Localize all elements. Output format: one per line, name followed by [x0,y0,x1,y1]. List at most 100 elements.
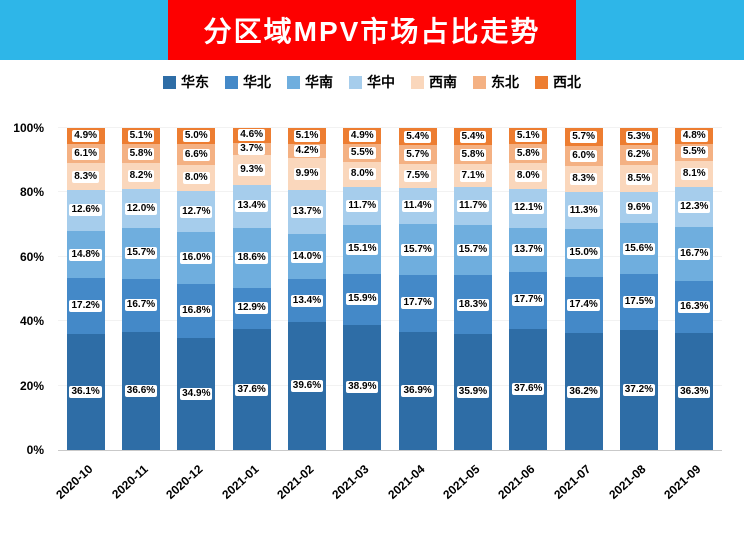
x-axis-label: 2021-03 [329,462,372,502]
segment-data-label: 17.2% [69,300,102,313]
segment-data-label: 12.7% [180,205,213,218]
segment-西北: 4.9% [66,128,105,144]
stacked-bar: 34.9% 16.8% 16.0% 12.7% 8.0% 6.6% 5.0% [177,128,216,450]
segment-data-label: 15.9% [346,293,379,306]
segment-华东: 37.6% [509,328,548,450]
x-axis-label: 2020-12 [163,462,206,502]
segment-华北: 16.8% [177,283,216,338]
legend-swatch-icon [163,75,176,89]
segment-华北: 12.9% [232,287,271,330]
stacked-bar: 39.6% 13.4% 14.0% 13.7% 9.9% 4.2% 5.1% [287,128,326,450]
segment-西南: 7.1% [453,164,492,188]
segment-华中: 12.3% [675,187,714,227]
segment-东北: 6.6% [177,144,216,166]
gridline [58,191,722,193]
segment-东北: 5.8% [121,144,160,164]
segment-data-label: 8.0% [182,172,210,185]
segment-华中: 9.6% [619,192,658,224]
legend-label: 东北 [491,74,519,90]
segment-data-label: 13.4% [290,294,324,307]
bar-column-2020-11: 36.6% 16.7% 15.7% 12.0% 8.2% 5.8% 5.1% 2020-11 [109,128,168,501]
segment-data-label: 12.1% [512,202,545,215]
segment-华南: 14.0% [287,234,326,280]
segment-data-label: 4.6% [238,129,266,142]
segment-data-label: 8.0% [514,170,542,183]
segment-西北: 5.4% [398,128,437,146]
segment-西南: 8.3% [564,165,603,193]
segment-华中: 11.4% [398,187,437,225]
segment-华北: 17.7% [509,271,548,329]
legend-item-西北: 西北 [535,72,581,92]
segment-data-label: 36.6% [124,385,158,398]
header-banner: 分区域MPV市场占比走势 [0,0,744,60]
segment-data-label: 5.7% [570,131,597,144]
segment-data-label: 16.0% [180,251,213,264]
segment-data-label: 13.4% [235,200,268,213]
segment-data-label: 14.8% [69,248,102,261]
segment-data-label: 5.4% [404,130,432,143]
segment-西北: 5.0% [177,128,216,145]
segment-data-label: 15.1% [346,243,379,256]
segment-华北: 18.3% [453,275,492,335]
stacked-bar: 35.9% 18.3% 15.7% 11.7% 7.1% 5.8% 5.4% [453,128,492,450]
x-axis-label: 2021-05 [440,462,483,502]
plot-area: 36.1% 17.2% 14.8% 12.6% 8.3% 6.1% 4.9% 2020-10 3… [53,127,722,502]
x-axis-label: 2021-02 [274,462,317,502]
segment-data-label: 34.9% [180,387,213,400]
segment-华东: 37.6% [232,329,271,450]
segment-data-label: 5.1% [514,130,542,143]
segment-西北: 4.9% [343,128,382,144]
y-tick-label: 0% [26,443,44,457]
segment-data-label: 37.2% [622,384,656,397]
segment-西南: 8.2% [121,163,160,190]
segment-华北: 15.9% [343,273,382,325]
segment-data-label: 15.6% [622,242,656,255]
segment-data-label: 6.0% [570,150,597,163]
segment-data-label: 13.7% [290,205,324,218]
header-right-strip [576,0,744,60]
stacked-bar-chart: 0% 20% 40% 60% 80% 100% 36.1% 17.2% 14.8% 12.6% 8… [0,102,744,542]
y-axis: 0% 20% 40% 60% 80% 100% [0,121,50,457]
segment-华南: 16.7% [675,226,714,281]
legend-item-华中: 华中 [349,72,395,92]
segment-data-label: 16.3% [678,300,711,313]
segment-data-label: 38.9% [346,381,379,394]
segment-data-label: 37.6% [512,383,545,396]
legend-label: 华东 [181,74,209,90]
segment-华南: 18.6% [232,227,271,288]
x-axis-label: 2021-07 [550,462,593,502]
segment-data-label: 8.3% [72,170,100,183]
segment-data-label: 5.4% [459,130,487,143]
segment-data-label: 11.3% [567,204,600,217]
segment-西北: 4.8% [675,128,714,144]
segment-data-label: 16.7% [678,247,711,260]
segment-西南: 9.3% [232,154,271,185]
gridline [58,384,722,386]
legend-item-东北: 东北 [473,72,519,92]
segment-data-label: 18.3% [456,298,490,311]
stacked-bar: 37.6% 17.7% 13.7% 12.1% 8.0% 5.8% 5.1% [509,128,548,450]
bar-column-2020-10: 36.1% 17.2% 14.8% 12.6% 8.3% 6.1% 4.9% 2020-10 [53,128,113,502]
bar-column-2021-02: 39.6% 13.4% 14.0% 13.7% 9.9% 4.2% 5.1% 2021-02 [274,128,334,502]
segment-华南: 15.7% [121,228,160,279]
segment-data-label: 12.0% [124,202,158,215]
x-axis-label: 2021-06 [495,462,538,502]
segment-data-label: 35.9% [456,386,490,399]
segment-华南: 13.7% [509,227,548,272]
segment-西南: 8.0% [343,161,382,188]
x-axis-label: 2020-10 [52,462,96,502]
segment-data-label: 17.5% [622,295,656,308]
segment-data-label: 4.8% [680,129,708,142]
legend-label: 西北 [553,74,581,90]
segment-data-label: 9.3% [238,163,266,176]
segment-data-label: 12.3% [678,201,711,214]
segment-data-label: 14.0% [290,250,324,263]
segment-华中: 12.7% [177,191,216,233]
segment-data-label: 8.3% [570,173,597,186]
segment-西北: 5.4% [453,128,492,146]
segment-西北: 4.6% [232,128,271,143]
segment-东北: 5.8% [509,144,548,164]
legend-item-西南: 西南 [411,72,457,92]
segment-西北: 5.1% [287,128,326,145]
segment-data-label: 36.2% [567,385,600,398]
